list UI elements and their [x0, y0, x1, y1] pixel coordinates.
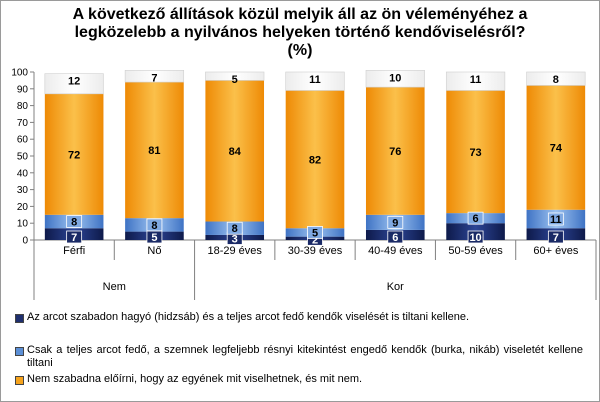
bar-segment — [526, 71, 586, 86]
data-label: 84 — [229, 146, 242, 158]
data-label: 8 — [232, 223, 238, 235]
y-tick-label: 100 — [11, 68, 28, 79]
data-label: 11 — [309, 74, 321, 86]
data-label: 8 — [71, 217, 77, 229]
y-tick-label: 90 — [17, 84, 29, 95]
y-tick-label: 0 — [22, 236, 28, 247]
category-label: 30-39 éves — [288, 245, 343, 257]
data-label: 5 — [232, 74, 238, 86]
bar-segment — [445, 71, 506, 91]
y-tick-label: 80 — [17, 101, 29, 112]
data-label: 6 — [473, 213, 479, 225]
data-label: 2 — [312, 234, 318, 246]
legend-label-no-restriction: Nem szabadna előírni, hogy az egyének mi… — [27, 373, 363, 385]
data-label-box — [467, 230, 484, 244]
data-label: 7 — [71, 232, 77, 244]
data-label: 5 — [151, 232, 157, 244]
data-label: 6 — [392, 232, 398, 244]
data-label: 10 — [469, 232, 481, 244]
bar-segment — [365, 70, 425, 88]
y-tick-label: 50 — [17, 152, 29, 163]
bar-segment — [44, 73, 104, 95]
data-label-box — [307, 226, 323, 239]
data-label: 5 — [312, 227, 318, 239]
bar-segment — [125, 82, 184, 219]
data-label: 9 — [392, 217, 398, 229]
data-label-box — [146, 218, 163, 232]
bar-segment — [526, 85, 586, 210]
data-label: 8 — [151, 220, 157, 232]
data-label: 11 — [550, 214, 562, 226]
data-label-box — [387, 230, 404, 244]
data-label: 81 — [148, 145, 160, 157]
data-label-box — [547, 212, 564, 226]
group-label: Kor — [387, 281, 404, 293]
data-label-box — [66, 215, 83, 228]
data-label-box — [547, 230, 564, 244]
legend-swatch-ban-both — [15, 314, 24, 323]
bar-segment — [124, 70, 185, 83]
category-label: Nő — [147, 245, 161, 257]
data-label: 82 — [309, 154, 321, 166]
bar-segment — [285, 71, 345, 91]
y-tick-label: 60 — [17, 135, 29, 146]
category-label: 50-59 éves — [448, 245, 503, 257]
bar-segment — [205, 80, 265, 222]
data-label: 7 — [151, 72, 157, 84]
data-label: 76 — [389, 146, 401, 158]
category-label: 60+ éves — [533, 245, 578, 257]
data-label: 10 — [389, 72, 401, 84]
data-label: 11 — [470, 74, 482, 86]
stacked-bar-chart: 0102030405060708090100787212588173884525… — [11, 68, 597, 300]
title-line-2: legközelebb a nyilvános helyeken történő… — [74, 24, 526, 41]
legend-swatch-ban-full-veil — [15, 347, 24, 356]
bar-segment — [205, 71, 265, 81]
data-label: 7 — [553, 232, 559, 244]
data-label-box — [387, 215, 404, 229]
data-label: 12 — [68, 76, 80, 88]
data-label-box — [66, 230, 83, 244]
data-label-box — [467, 211, 484, 225]
data-label: 74 — [550, 143, 563, 155]
group-label: Nem — [103, 281, 126, 293]
data-label: 8 — [553, 74, 559, 86]
data-label: 73 — [469, 147, 481, 159]
bar-segment — [446, 90, 505, 214]
data-label-box — [226, 221, 243, 235]
data-label: 3 — [232, 233, 238, 245]
category-label: 40-49 éves — [368, 245, 423, 257]
legend-label-ban-both: Az arcot szabadon hagyó (hidzsáb) és a t… — [27, 311, 470, 323]
bar-segment — [285, 90, 345, 229]
legend-swatch-no-restriction — [15, 376, 24, 385]
chart-title: A következő állítások közül melyik áll a… — [1, 6, 599, 60]
bar-segment — [44, 93, 104, 215]
title-line-3: (%) — [287, 42, 313, 59]
data-label: 72 — [68, 149, 80, 161]
y-tick-label: 30 — [17, 185, 29, 196]
y-tick-label: 10 — [17, 219, 29, 230]
legend-label-ban-full-veil: Csak a teljes arcot fedő, a szemnek legf… — [27, 344, 583, 369]
bar-segment — [365, 87, 425, 215]
y-tick-label: 20 — [17, 202, 29, 213]
category-label: 18-29 éves — [207, 245, 262, 257]
y-tick-label: 70 — [17, 118, 29, 129]
y-tick-label: 40 — [17, 168, 29, 179]
category-label: Férfi — [63, 245, 85, 257]
title-line-1: A következő állítások közül melyik áll a… — [72, 6, 528, 23]
